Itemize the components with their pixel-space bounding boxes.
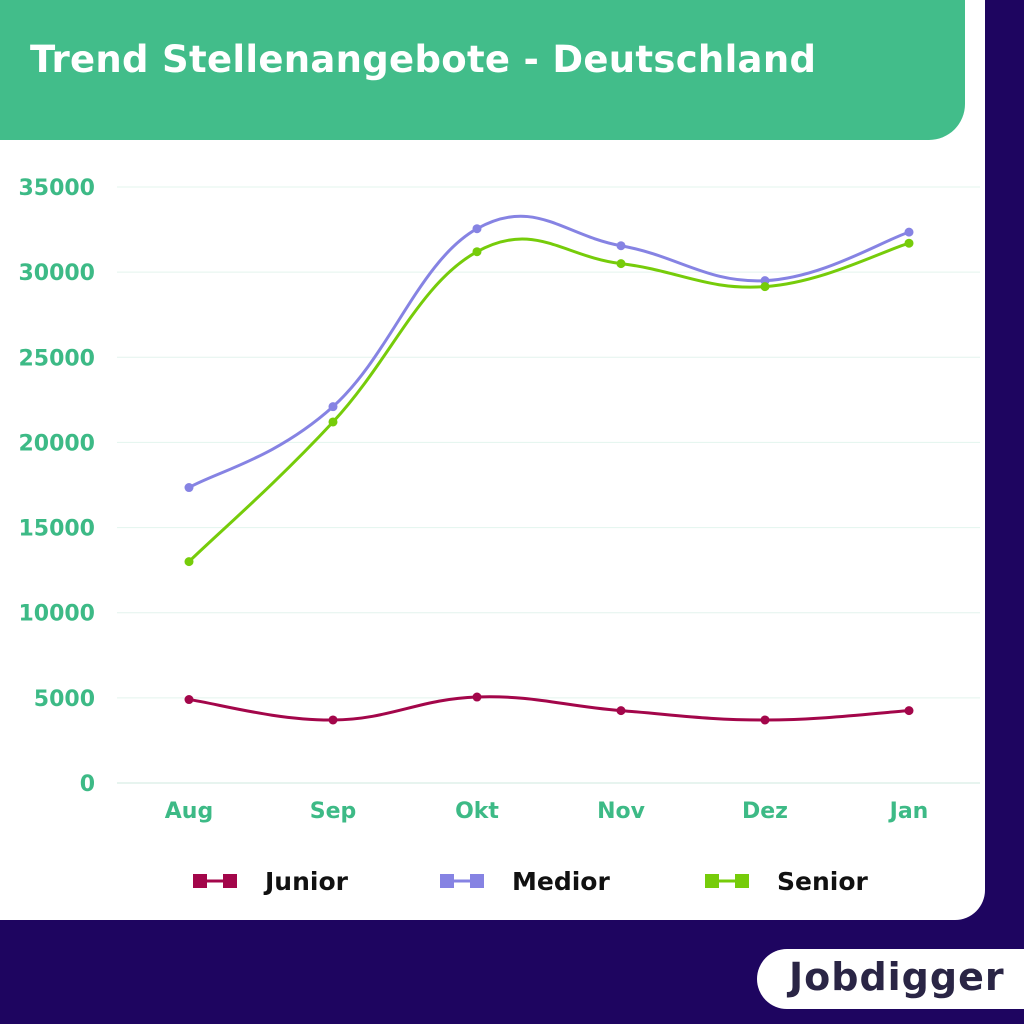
y-tick-label: 0 bbox=[80, 772, 95, 797]
data-point-medior bbox=[184, 483, 194, 493]
series-line-senior bbox=[187, 237, 910, 563]
data-point-senior bbox=[472, 247, 482, 257]
legend-label: Medior bbox=[512, 867, 610, 896]
x-tick-label: Okt bbox=[455, 799, 499, 824]
y-tick-label: 5000 bbox=[34, 687, 95, 712]
legend-label: Junior bbox=[263, 867, 349, 896]
y-tick-label: 25000 bbox=[18, 346, 95, 371]
legend-item-senior: Senior bbox=[705, 867, 869, 896]
x-tick-label: Jan bbox=[888, 799, 929, 824]
page-title: Trend Stellenangebote - Deutschland bbox=[30, 38, 817, 81]
data-point-junior bbox=[904, 706, 914, 716]
y-tick-label: 30000 bbox=[18, 261, 95, 286]
data-point-senior bbox=[904, 238, 914, 248]
legend-item-medior: Medior bbox=[440, 867, 610, 896]
header-banner: Trend Stellenangebote - Deutschland bbox=[0, 0, 965, 140]
y-tick-label: 10000 bbox=[18, 602, 95, 627]
data-point-medior bbox=[904, 227, 914, 237]
x-tick-label: Dez bbox=[742, 799, 788, 824]
series-line-junior bbox=[188, 695, 910, 722]
x-tick-label: Nov bbox=[597, 799, 646, 824]
data-point-senior bbox=[616, 259, 626, 269]
y-tick-label: 20000 bbox=[18, 431, 95, 456]
data-point-medior bbox=[472, 224, 482, 234]
legend-label: Senior bbox=[777, 867, 869, 896]
chart-card bbox=[0, 0, 985, 920]
data-point-medior bbox=[328, 402, 338, 412]
y-tick-label: 35000 bbox=[18, 176, 95, 201]
data-point-senior bbox=[184, 557, 194, 567]
x-tick-label: Sep bbox=[310, 799, 357, 824]
y-tick-label: 15000 bbox=[18, 517, 95, 542]
x-tick-label: Aug bbox=[165, 799, 213, 824]
data-point-senior bbox=[328, 417, 338, 427]
data-point-junior bbox=[328, 715, 338, 725]
data-point-junior bbox=[472, 692, 482, 702]
data-point-medior bbox=[616, 241, 626, 251]
data-point-junior bbox=[616, 706, 626, 716]
data-point-senior bbox=[760, 282, 770, 292]
data-point-junior bbox=[184, 695, 194, 705]
logo-text: Jobdigger bbox=[789, 955, 1005, 999]
series-line-medior bbox=[188, 214, 910, 489]
jobdigger-logo: Jobdigger bbox=[757, 949, 1024, 1009]
legend-item-junior: Junior bbox=[193, 867, 349, 896]
data-point-junior bbox=[760, 715, 770, 725]
line-chart: 0 5000 10000 15000 20000 25000 30000 35000 Aug Se… bbox=[18, 176, 980, 896]
